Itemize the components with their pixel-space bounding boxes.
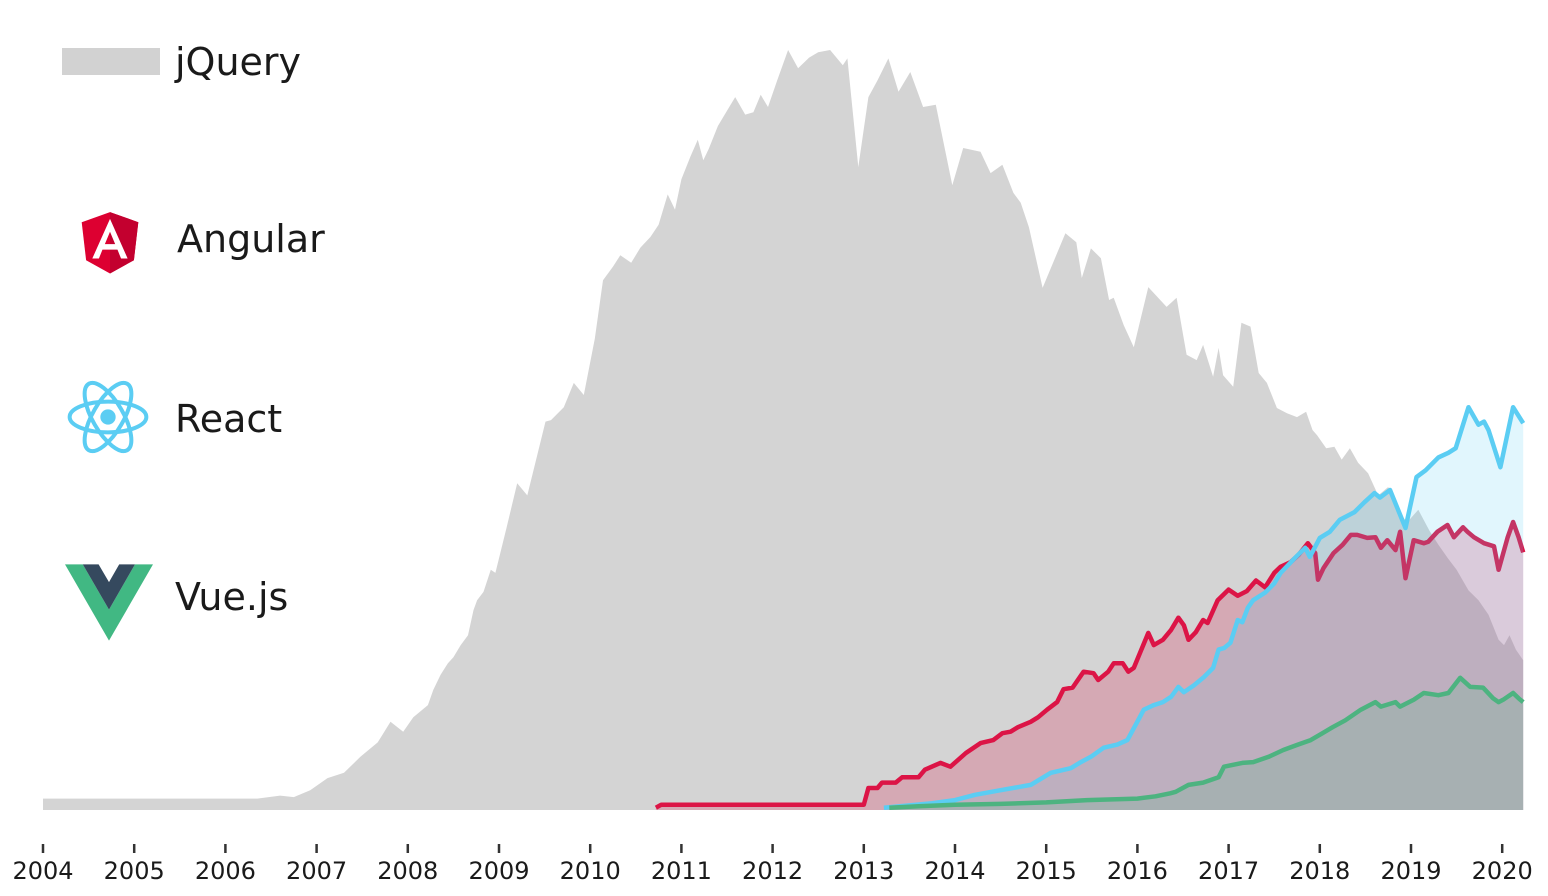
- jquery-swatch-icon: [62, 48, 160, 75]
- x-tick-label: 2005: [104, 857, 165, 885]
- x-tick-label: 2020: [1472, 857, 1533, 885]
- x-tick-label: 2012: [742, 857, 803, 885]
- vuejs-area: [889, 677, 1524, 810]
- x-tick-label: 2008: [377, 857, 438, 885]
- x-tick-label: 2006: [195, 857, 256, 885]
- angular-line: [654, 519, 1526, 810]
- x-tick-label: 2013: [833, 857, 894, 885]
- x-tick-label: 2009: [468, 857, 529, 885]
- legend-label-react: React: [175, 397, 283, 441]
- vuejs-line: [889, 675, 1525, 810]
- x-tick-label: 2004: [12, 857, 73, 885]
- x-tick-label: 2017: [1198, 857, 1259, 885]
- x-tick-label: 2016: [1107, 857, 1168, 885]
- angular-logo-icon: [81, 212, 139, 274]
- legend-label-vue: Vue.js: [175, 575, 289, 619]
- angular-area: [655, 522, 1524, 810]
- x-tick-label: 2015: [1016, 857, 1077, 885]
- react-logo-icon: [67, 380, 149, 454]
- x-tick-label: 2019: [1380, 857, 1441, 885]
- x-tick-label: 2018: [1289, 857, 1350, 885]
- x-tick-label: 2011: [651, 857, 712, 885]
- jquery-area: [43, 50, 1524, 810]
- legend-label-jquery: jQuery: [175, 40, 302, 84]
- x-tick-label: 2007: [286, 857, 347, 885]
- react-line: [883, 404, 1526, 810]
- vue-logo-icon: [65, 564, 153, 641]
- x-tick-label: 2010: [560, 857, 621, 885]
- legend-label-angular: Angular: [177, 217, 325, 261]
- x-tick-label: 2014: [924, 857, 985, 885]
